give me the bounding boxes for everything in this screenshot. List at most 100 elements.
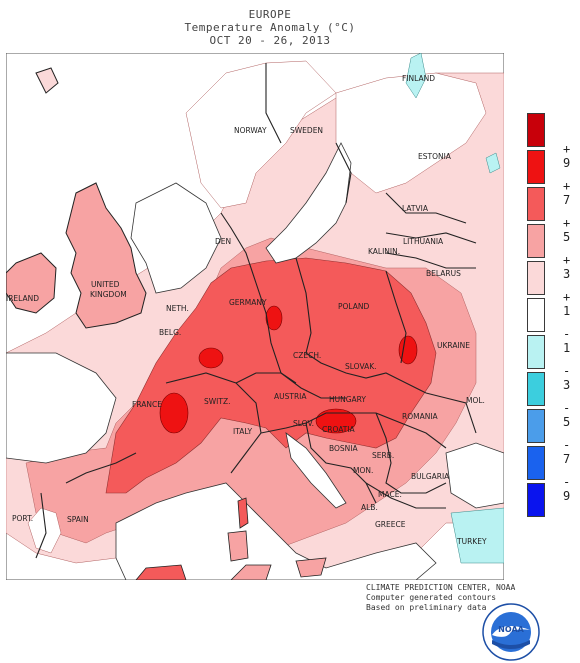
legend-swatch [527, 261, 545, 295]
legend-label: + 3 [563, 253, 571, 281]
label-mon: MON. [353, 466, 373, 475]
anomaly-spot-croatia [315, 408, 357, 434]
label-bosnia: BOSNIA [329, 444, 358, 453]
label-denmark: DEN [215, 237, 231, 246]
label-hungary: HUNGARY [329, 395, 366, 404]
noaa-logo: NOAA [482, 603, 540, 661]
label-mol: MOL. [466, 396, 485, 405]
legend-swatch [527, 224, 545, 258]
label-uk-line1: UNITED [91, 280, 120, 289]
logo-bird-icon [492, 626, 530, 637]
credit-note: Based on preliminary data [366, 603, 487, 612]
label-belarus: BELARUS [426, 269, 461, 278]
land-corsica [237, 497, 249, 529]
label-poland: POLAND [338, 302, 370, 311]
label-slov: SLOV. [293, 419, 314, 428]
neutral-zone-scandinavia [185, 60, 337, 209]
country-labels: FINLAND NORWAY SWEDEN ESTONIA LATVIA LIT… [6, 74, 487, 546]
map-subtitle: Temperature Anomaly (°C) [184, 21, 356, 34]
cold-spot-finland [405, 53, 427, 99]
legend-label: + 1 [563, 290, 571, 318]
label-port: PORT. [12, 514, 33, 523]
label-norway: NORWAY [234, 126, 267, 135]
label-alb: ALB. [361, 503, 378, 512]
legend-label: + 9 [563, 142, 571, 170]
color-scale-legend: + 9 + 7 + 5 + 3 + 1 - 1 - 3 - 5 - 7 - 9 [527, 113, 577, 521]
label-latvia: LATVIA [402, 204, 429, 213]
label-austria: AUSTRIA [274, 392, 307, 401]
anomaly-spot-germany [265, 305, 283, 331]
label-bulgaria: BULGARIA [411, 472, 450, 481]
legend-swatch [527, 335, 545, 369]
label-croatia: CROATIA [322, 425, 356, 434]
date-range: OCT 20 - 26, 2013 [209, 34, 331, 47]
legend-swatch [527, 187, 545, 221]
legend-swatch [527, 409, 545, 443]
neutral-zone-iberia [27, 507, 62, 554]
cold-spot-turkey [450, 507, 504, 564]
label-sweden: SWEDEN [290, 126, 323, 135]
sea-mediterranean [115, 482, 437, 580]
sea-adriatic [285, 432, 347, 509]
label-turkey: TURKEY [456, 537, 487, 546]
label-ukraine: UKRAINE [437, 341, 470, 350]
logo-wave-icon [492, 640, 530, 649]
credits-block: CLIMATE PREDICTION CENTER, NOAA Computer… [366, 583, 515, 613]
legend-swatch [527, 372, 545, 406]
label-lithuania: LITHUANIA [403, 237, 444, 246]
legend-swatch [527, 298, 545, 332]
logo-text: NOAA [498, 625, 524, 634]
land-ireland [6, 252, 57, 314]
legend-label: - 1 [563, 327, 571, 355]
legend-label: - 3 [563, 364, 571, 392]
legend-swatch [527, 483, 545, 517]
label-neth: NETH. [166, 304, 189, 313]
label-switz: SWITZ. [204, 397, 231, 406]
europe-anomaly-map: FINLAND NORWAY SWEDEN ESTONIA LATVIA LIT… [6, 53, 504, 580]
credit-method: Computer generated contours [366, 593, 497, 602]
land-sicily [295, 557, 327, 578]
sea-baltic [265, 142, 352, 264]
label-slovak: SLOVAK. [345, 362, 377, 371]
label-mace: MACE. [378, 490, 402, 499]
label-france: FRANCE [132, 400, 162, 409]
label-greece: GREECE [375, 520, 406, 529]
legend-label: - 7 [563, 438, 571, 466]
land-north-africa-east [230, 564, 272, 580]
legend-label: - 5 [563, 401, 571, 429]
anomaly-spot-france [159, 392, 189, 434]
label-romania: ROMANIA [402, 412, 439, 421]
anomaly-spot-ukraine [398, 335, 418, 365]
legend-label: + 7 [563, 179, 571, 207]
sea-north-sea [130, 182, 222, 294]
region-title: EUROPE [248, 8, 292, 21]
label-kalinin: KALININ. [368, 247, 400, 256]
legend-swatch [527, 446, 545, 480]
label-germany: GERMANY [229, 298, 267, 307]
land-sardinia [227, 530, 249, 562]
country-borders [35, 63, 477, 559]
map-title-block: EUROPE Temperature Anomaly (°C) OCT 20 -… [0, 8, 540, 47]
legend-swatch [527, 113, 545, 147]
label-italy: ITALY [233, 427, 253, 436]
anomaly-zone-plus5 [105, 257, 437, 494]
land-north-africa [135, 564, 187, 580]
label-belg: BELG. [159, 328, 181, 337]
legend-label: - 9 [563, 475, 571, 503]
label-spain: SPAIN [67, 515, 89, 524]
anomaly-spot-belgium [198, 347, 224, 369]
label-uk-line2: KINGDOM [90, 290, 127, 299]
land-great-britain [65, 182, 147, 329]
sea-bay-of-biscay [6, 352, 117, 464]
label-estonia: ESTONIA [418, 152, 452, 161]
label-czech: CZECH. [293, 351, 321, 360]
label-finland: FINLAND [402, 74, 435, 83]
cold-spot-russia [485, 152, 501, 174]
legend-swatch [527, 150, 545, 184]
label-serb: SERB. [372, 451, 394, 460]
land-iceland-tip [35, 67, 59, 94]
credit-source: CLIMATE PREDICTION CENTER, NOAA [366, 583, 516, 592]
legend-label: + 5 [563, 216, 571, 244]
label-ireland: IRELAND [6, 294, 39, 303]
sea-black-sea [445, 442, 504, 509]
